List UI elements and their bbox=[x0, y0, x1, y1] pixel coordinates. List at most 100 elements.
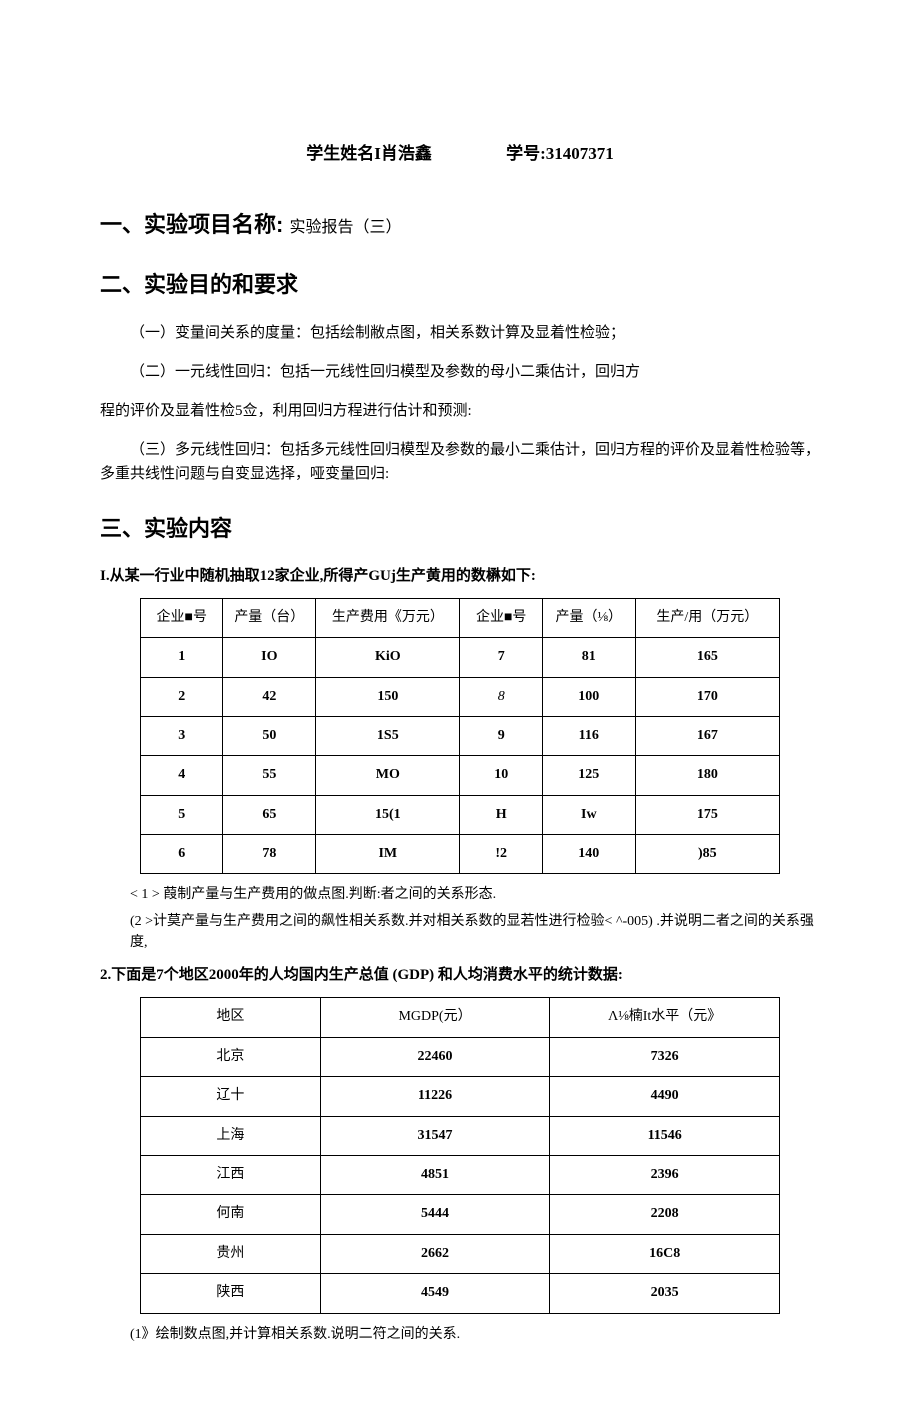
table-cell: 78 bbox=[223, 835, 316, 874]
table-cell: 125 bbox=[542, 756, 635, 795]
table-2-header: MGDP(元） bbox=[320, 998, 550, 1037]
table-row: 江西 4851 2396 bbox=[141, 1156, 780, 1195]
table-cell: 8 bbox=[460, 677, 542, 716]
table-cell: 167 bbox=[635, 716, 779, 755]
table-row: 何南 5444 2208 bbox=[141, 1195, 780, 1234]
table-1-header: 企业■号 bbox=[141, 598, 223, 637]
table-row: 贵州 2662 16C8 bbox=[141, 1234, 780, 1273]
table-1-body: 1 IO KiO 7 81 165 2 42 150 8 100 170 3 5… bbox=[141, 638, 780, 874]
table-cell: 9 bbox=[460, 716, 542, 755]
table-cell: 2662 bbox=[320, 1234, 550, 1273]
table-row: 5 65 15(1 H Iw 175 bbox=[141, 795, 780, 834]
section-1-prefix: 一、实验项目名称: bbox=[100, 212, 283, 237]
section-3-heading: 三、实验内容 bbox=[100, 511, 820, 546]
section-1-subtitle: 实验报告（三） bbox=[289, 219, 401, 236]
table-row: 2 42 150 8 100 170 bbox=[141, 677, 780, 716]
table-cell: 42 bbox=[223, 677, 316, 716]
table-cell: 140 bbox=[542, 835, 635, 874]
document-header: 学生姓名I肖浩鑫 学号:31407371 bbox=[100, 140, 820, 167]
table-row: 4 55 MO 10 125 180 bbox=[141, 756, 780, 795]
section-1-heading: 一、实验项目名称: 实验报告（三） bbox=[100, 207, 820, 242]
table-cell: 116 bbox=[542, 716, 635, 755]
table-row: 6 78 IM !2 140 )85 bbox=[141, 835, 780, 874]
table-cell: 1S5 bbox=[316, 716, 460, 755]
table-cell: 5444 bbox=[320, 1195, 550, 1234]
table-row: 北京 22460 7326 bbox=[141, 1037, 780, 1076]
table-cell: 7 bbox=[460, 638, 542, 677]
table-cell: !2 bbox=[460, 835, 542, 874]
question-2-note-1: (1》绘制数点图,并计算相关系数.说明二符之间的关系. bbox=[130, 1324, 820, 1345]
table-cell: IM bbox=[316, 835, 460, 874]
table-2-header: Λ⅛楠It水平（元》 bbox=[550, 998, 780, 1037]
section-2-p2b: 程的评价及显着性检5佥，利用回归方程进行估计和预测: bbox=[100, 399, 820, 423]
table-cell: 100 bbox=[542, 677, 635, 716]
question-1-intro: I.从某一行业中随机抽取12家企业,所得产GUj生产黄用的数楙如下: bbox=[100, 564, 820, 588]
table-cell: 上海 bbox=[141, 1116, 321, 1155]
table-1-header-row: 企业■号 产量（台） 生产费用《万元） 企业■号 产量（⅛） 生产/用（万元） bbox=[141, 598, 780, 637]
table-row: 陕西 4549 2035 bbox=[141, 1274, 780, 1313]
table-cell: 175 bbox=[635, 795, 779, 834]
table-2-header-row: 地区 MGDP(元） Λ⅛楠It水平（元》 bbox=[141, 998, 780, 1037]
table-cell: 180 bbox=[635, 756, 779, 795]
table-cell: 10 bbox=[460, 756, 542, 795]
table-cell: 陕西 bbox=[141, 1274, 321, 1313]
table-cell: 65 bbox=[223, 795, 316, 834]
student-name: 学生姓名I肖浩鑫 bbox=[306, 140, 432, 167]
table-cell: 165 bbox=[635, 638, 779, 677]
table-1-header: 生产费用《万元） bbox=[316, 598, 460, 637]
section-2-p2: （二）一元线性回归：包括一元线性回归模型及参数的母小二乘估计，回归方 bbox=[100, 360, 820, 384]
question-1-note-2: (2 >计莫产量与生产费用之间的飙性相关系数.并对相关系数的显若性进行检验< ^… bbox=[130, 911, 820, 953]
table-cell: 7326 bbox=[550, 1037, 780, 1076]
section-2-heading: 二、实验目的和要求 bbox=[100, 267, 820, 302]
table-cell: 贵州 bbox=[141, 1234, 321, 1273]
table-cell: Iw bbox=[542, 795, 635, 834]
table-cell: 3 bbox=[141, 716, 223, 755]
table-cell: H bbox=[460, 795, 542, 834]
table-cell: 4490 bbox=[550, 1077, 780, 1116]
table-cell: 辽十 bbox=[141, 1077, 321, 1116]
table-cell: 2396 bbox=[550, 1156, 780, 1195]
table-cell: 15(1 bbox=[316, 795, 460, 834]
student-id: 学号:31407371 bbox=[506, 140, 614, 167]
table-cell: 2035 bbox=[550, 1274, 780, 1313]
table-cell: 50 bbox=[223, 716, 316, 755]
table-row: 1 IO KiO 7 81 165 bbox=[141, 638, 780, 677]
table-cell: 5 bbox=[141, 795, 223, 834]
table-cell: 11546 bbox=[550, 1116, 780, 1155]
table-cell: 55 bbox=[223, 756, 316, 795]
table-cell: 150 bbox=[316, 677, 460, 716]
table-cell: 2208 bbox=[550, 1195, 780, 1234]
table-cell: )85 bbox=[635, 835, 779, 874]
section-2-p1: （一）变量间关系的度量：包括绘制敝点图，相关系数计算及显着性检验； bbox=[100, 321, 820, 345]
table-2-header: 地区 bbox=[141, 998, 321, 1037]
table-2: 地区 MGDP(元） Λ⅛楠It水平（元》 北京 22460 7326 辽十 1… bbox=[140, 997, 780, 1313]
table-row: 上海 31547 11546 bbox=[141, 1116, 780, 1155]
table-cell: 22460 bbox=[320, 1037, 550, 1076]
table-cell: 北京 bbox=[141, 1037, 321, 1076]
table-1-header: 产量（台） bbox=[223, 598, 316, 637]
table-cell: 4549 bbox=[320, 1274, 550, 1313]
question-1-note-1: < 1 > 葭制产量与生产费用的做点图.判断:者之间的关系形态. bbox=[130, 884, 820, 905]
table-cell: 4 bbox=[141, 756, 223, 795]
table-1-header: 产量（⅛） bbox=[542, 598, 635, 637]
table-cell: 170 bbox=[635, 677, 779, 716]
table-cell: 16C8 bbox=[550, 1234, 780, 1273]
table-row: 辽十 11226 4490 bbox=[141, 1077, 780, 1116]
table-cell: 4851 bbox=[320, 1156, 550, 1195]
table-1-header: 企业■号 bbox=[460, 598, 542, 637]
table-row: 3 50 1S5 9 116 167 bbox=[141, 716, 780, 755]
table-cell: IO bbox=[223, 638, 316, 677]
table-cell: 1 bbox=[141, 638, 223, 677]
table-cell: 11226 bbox=[320, 1077, 550, 1116]
table-cell: 81 bbox=[542, 638, 635, 677]
table-cell: 31547 bbox=[320, 1116, 550, 1155]
table-1-header: 生产/用（万元） bbox=[635, 598, 779, 637]
table-2-body: 北京 22460 7326 辽十 11226 4490 上海 31547 115… bbox=[141, 1037, 780, 1313]
table-cell: KiO bbox=[316, 638, 460, 677]
table-cell: MO bbox=[316, 756, 460, 795]
table-cell: 江西 bbox=[141, 1156, 321, 1195]
question-2-intro: 2.下面是7个地区2000年的人均国内生产总值 (GDP) 和人均消费水平的统计… bbox=[100, 963, 820, 987]
table-cell: 何南 bbox=[141, 1195, 321, 1234]
table-cell: 6 bbox=[141, 835, 223, 874]
table-1: 企业■号 产量（台） 生产费用《万元） 企业■号 产量（⅛） 生产/用（万元） … bbox=[140, 598, 780, 875]
